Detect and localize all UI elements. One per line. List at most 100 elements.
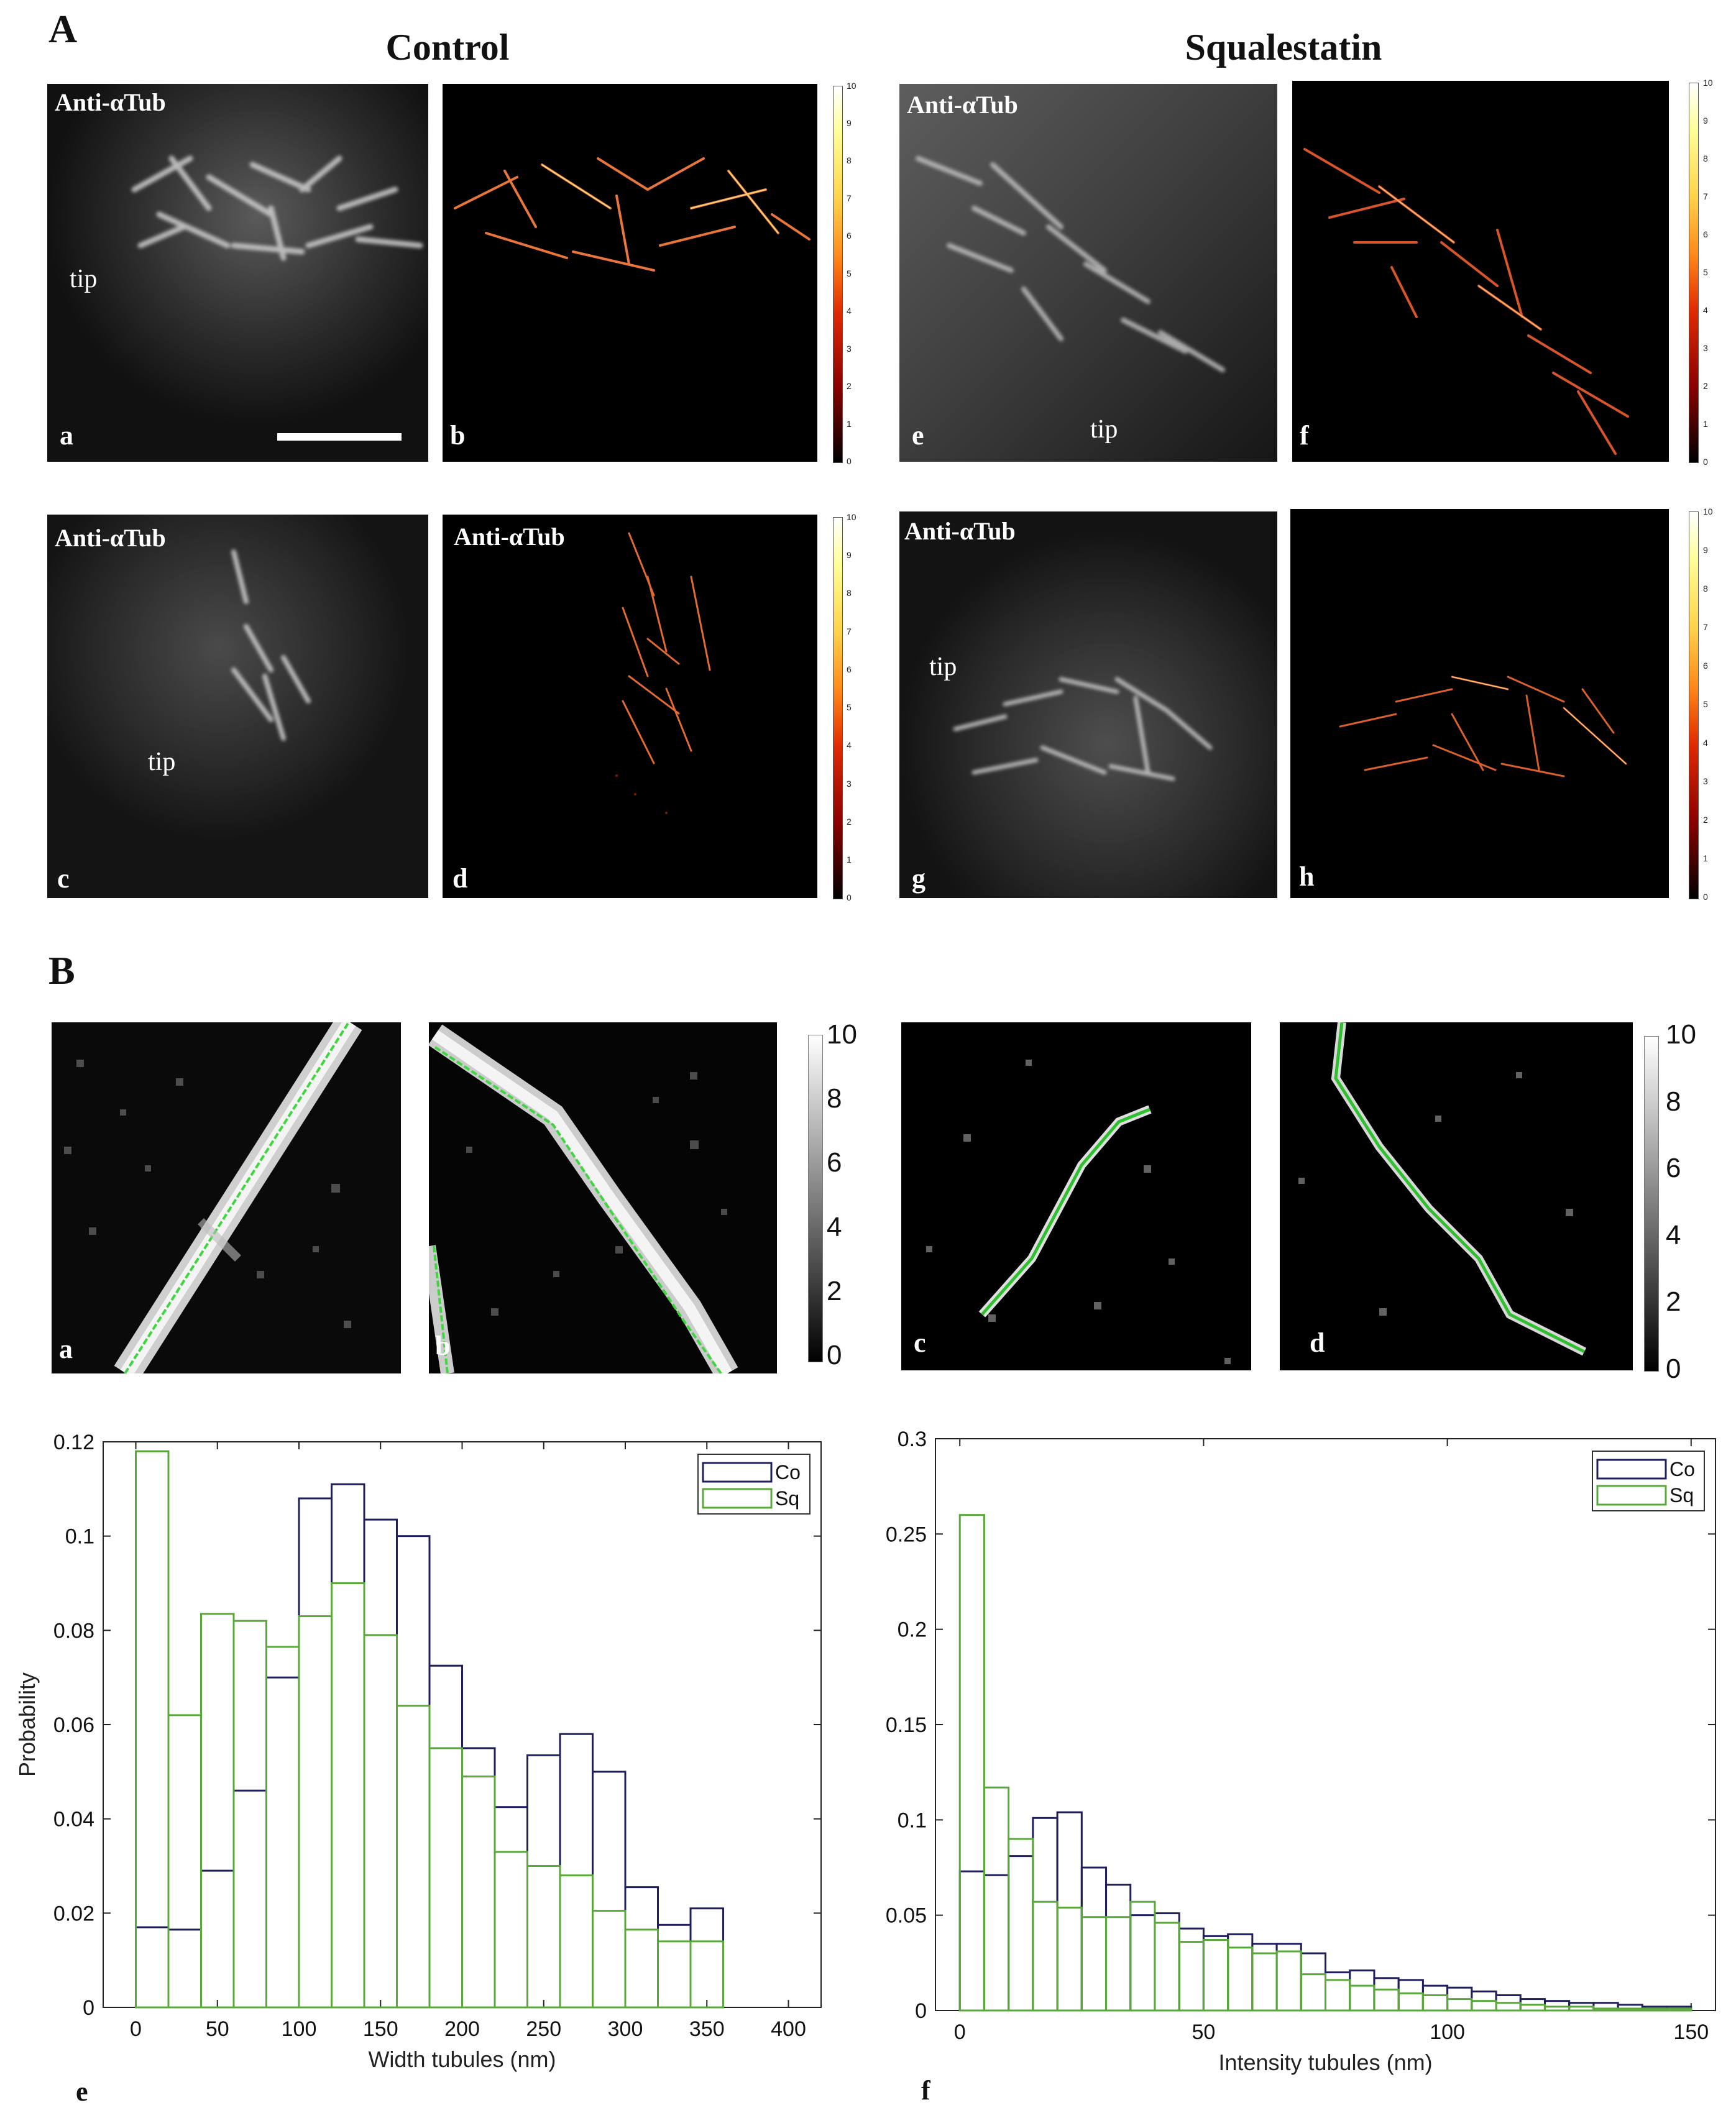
y-tick-label: 0.25 — [886, 1523, 927, 1546]
chart-f-letter: f — [921, 2075, 930, 2106]
stain-label: Anti-αTub — [904, 517, 1016, 545]
x-axis-label: Intensity tubules (nm) — [1218, 2050, 1432, 2075]
y-tick-label: 0.1 — [898, 1809, 927, 1832]
legend: Co Sq — [697, 1454, 811, 1515]
stain-label: Anti-αTub — [55, 524, 166, 552]
microscopy-image — [47, 84, 428, 462]
x-tick-label: 50 — [206, 2017, 229, 2041]
legend-swatch-co — [702, 1462, 773, 1483]
legend-label-sq: Sq — [775, 1487, 799, 1510]
histogram-bar-sq — [1666, 2007, 1692, 2012]
panel-letter: d — [452, 863, 468, 894]
y-axis-label: Probability — [14, 1672, 40, 1777]
tip-label: tip — [148, 748, 176, 776]
y-tick-label: 0.05 — [886, 1904, 927, 1928]
colorbar-ticks: 10 9 8 7 6 5 4 3 2 1 0 — [847, 81, 857, 466]
group-title-squalestatin: Squalestatin — [1185, 27, 1382, 68]
chart-e-letter: e — [76, 2076, 88, 2107]
legend-label-co: Co — [1669, 1458, 1695, 1480]
x-tick-label: 150 — [1673, 2020, 1709, 2044]
y-tick-label: 0.15 — [886, 1713, 927, 1737]
grayscale-colorbar-ticks: 10 8 6 4 2 0 — [1666, 1019, 1696, 1384]
panel-letter: c — [57, 863, 70, 894]
x-tick-label: 400 — [771, 2017, 806, 2041]
panel-letter: g — [912, 863, 925, 894]
legend-swatch-co — [1596, 1459, 1667, 1480]
x-tick-label: 350 — [689, 2017, 725, 2041]
colorbar — [833, 86, 843, 463]
plot-area — [935, 1438, 1716, 2011]
x-tick-label: 200 — [444, 2017, 480, 2041]
legend-box — [1592, 1451, 1705, 1511]
panel-b-b-zoom: b — [429, 1022, 777, 1373]
panel-letter: b — [450, 420, 466, 451]
y-tick-label: 0 — [915, 1999, 927, 2023]
intensity-histogram-chart: 0 0.05 0.1 0.15 0.2 0.25 0.3 0 50 100 150 Intensity… — [886, 1428, 1716, 2075]
panel-b-d-zoom: d — [1280, 1022, 1633, 1370]
x-tick-label: 100 — [1430, 2020, 1465, 2044]
panel-letter: e — [912, 420, 924, 451]
panel-letter: b — [435, 1331, 451, 1361]
y-tick-label: 0.12 — [53, 1431, 94, 1454]
panel-c-widefield: Anti-αTub tip c — [47, 515, 428, 898]
panel-letter: a — [60, 420, 73, 451]
y-tick-label: 0.2 — [898, 1618, 927, 1642]
y-tick-label: 0.06 — [53, 1713, 94, 1737]
grayscale-colorbar — [808, 1035, 823, 1362]
legend-swatch-sq — [1596, 1485, 1667, 1506]
panel-letter: h — [1299, 861, 1315, 892]
microscopy-image — [443, 84, 817, 462]
microscopy-image — [1290, 509, 1669, 898]
panel-letter: d — [1310, 1327, 1325, 1358]
section-b-label: B — [48, 948, 75, 993]
x-tick-label: 300 — [608, 2017, 643, 2041]
panel-e-widefield: Anti-αTub tip e — [899, 84, 1277, 462]
panel-h-superres: h — [1290, 509, 1669, 898]
y-tick-label: 0.02 — [53, 1902, 94, 1925]
microscopy-image — [429, 1022, 777, 1373]
x-tick-label: 0 — [954, 2020, 966, 2044]
histogram-bar-sq — [958, 1514, 985, 2012]
colorbar — [1689, 83, 1699, 463]
panel-g-widefield: Anti-αTub tip g — [899, 511, 1277, 898]
y-tick-label: 0.1 — [65, 1525, 94, 1549]
tip-label: tip — [929, 653, 957, 681]
microscopy-image — [1280, 1022, 1633, 1370]
y-tick-label: 0 — [83, 1996, 94, 2020]
y-tick-label: 0.08 — [53, 1619, 94, 1643]
grayscale-colorbar — [1644, 1036, 1659, 1372]
y-tick-label: 0.3 — [898, 1428, 927, 1451]
grayscale-colorbar-ticks: 10 8 6 4 2 0 — [827, 1019, 857, 1370]
legend: Co Sq — [1592, 1451, 1705, 1511]
panel-b-a-zoom: a — [52, 1022, 401, 1373]
histogram-bar-sq — [689, 1940, 724, 2009]
colorbar — [833, 517, 843, 899]
tip-label: tip — [1090, 415, 1118, 444]
legend-box — [697, 1454, 811, 1515]
panel-b-superres: b — [443, 84, 817, 462]
panel-d-superres: Anti-αTub d — [443, 515, 817, 898]
microscopy-image — [899, 511, 1277, 898]
scale-bar — [277, 433, 402, 441]
legend-label-sq: Sq — [1669, 1484, 1694, 1506]
x-tick-label: 50 — [1192, 2020, 1215, 2044]
stain-label: Anti-αTub — [55, 88, 166, 116]
microscopy-image — [901, 1022, 1251, 1370]
microscopy-image — [443, 515, 817, 898]
group-title-control: Control — [385, 27, 510, 68]
width-histogram-chart: 0 0.02 0.04 0.06 0.08 0.1 0.12 0 50 100 150 200 250 3… — [14, 1431, 822, 2072]
microscopy-image — [52, 1022, 401, 1373]
panel-b-c-zoom: c — [901, 1022, 1251, 1370]
colorbar-ticks: 10 9 8 7 6 5 4 3 2 1 0 — [847, 512, 857, 902]
microscopy-image — [899, 84, 1277, 462]
colorbar — [1689, 511, 1699, 899]
x-tick-label: 100 — [282, 2017, 317, 2041]
panel-letter: a — [59, 1334, 73, 1364]
y-tick-label: 0.04 — [53, 1808, 94, 1831]
x-tick-label: 250 — [526, 2017, 561, 2041]
colorbar-ticks: 10 9 8 7 6 5 4 3 2 1 0 — [1703, 78, 1713, 467]
stain-label: Anti-αTub — [907, 91, 1018, 119]
colorbar-ticks: 10 9 8 7 6 5 4 3 2 1 0 — [1703, 507, 1713, 902]
panel-letter: f — [1300, 420, 1309, 451]
legend-label-co: Co — [775, 1461, 801, 1483]
